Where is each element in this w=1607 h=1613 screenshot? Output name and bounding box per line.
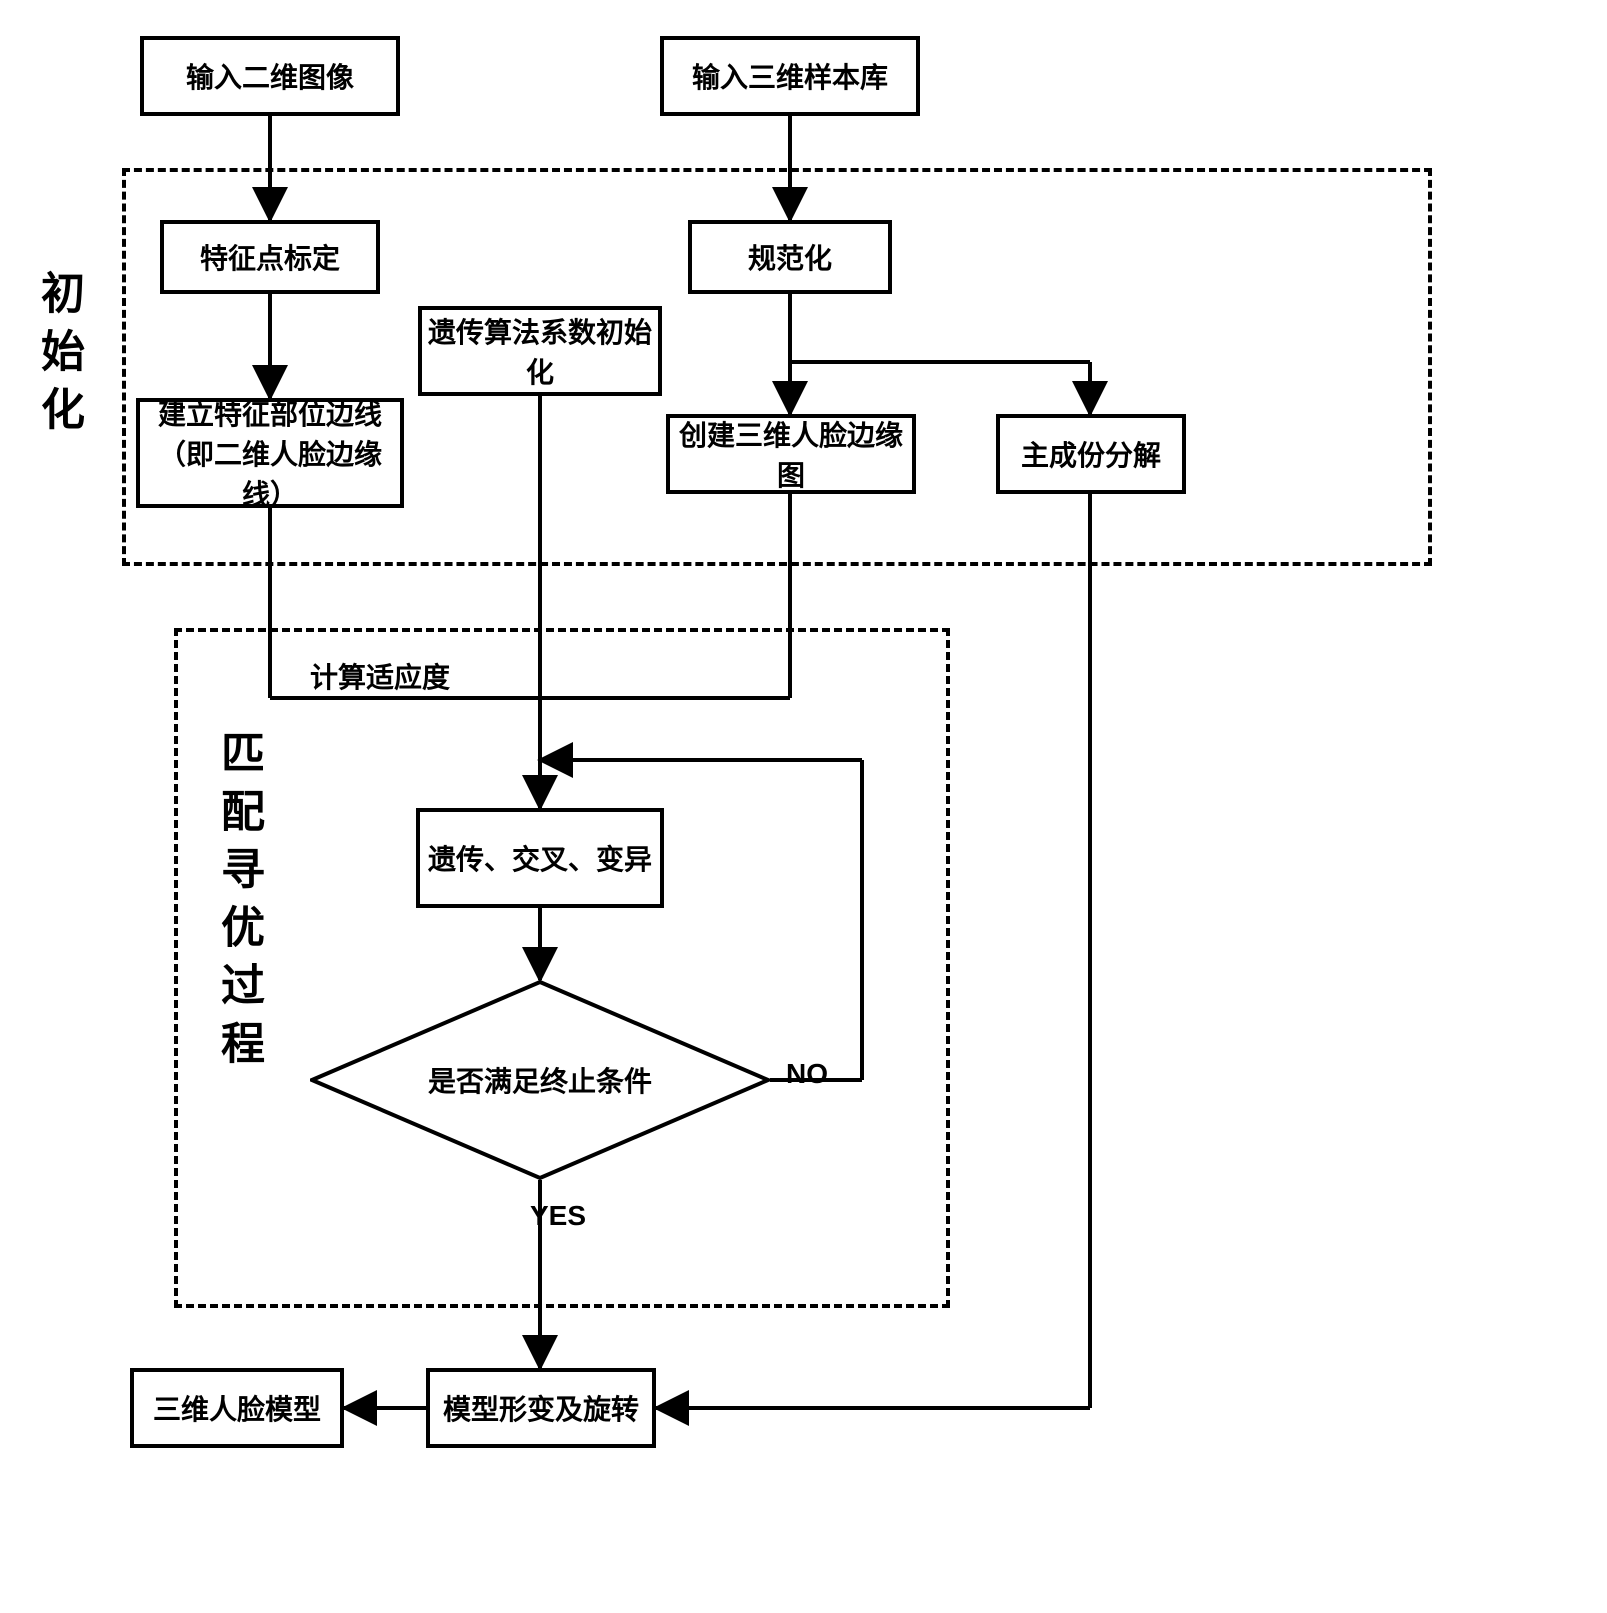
edge-label-yes: YES [530,1200,586,1232]
node-ga-init: 遗传算法系数初始化 [418,306,662,396]
node-build-2d-edges-line2: （即二维人脸边缘线） [146,433,394,513]
node-input-3d-library: 输入三维样本库 [660,36,920,116]
node-build-2d-edges-line1: 建立特征部位边线 [146,393,394,433]
node-feature-calibration: 特征点标定 [160,220,380,294]
node-ga-operations: 遗传、交叉、变异 [416,808,664,908]
node-build-2d-edges: 建立特征部位边线 （即二维人脸边缘线） [136,398,404,508]
node-pca: 主成份分解 [996,414,1186,494]
node-input-2d-image: 输入二维图像 [140,36,400,116]
node-model-deform: 模型形变及旋转 [426,1368,656,1448]
decision-termination-label: 是否满足终止条件 [310,1060,770,1100]
node-normalization: 规范化 [688,220,892,294]
flowchart-canvas: 初始化 匹配寻优过程 输入二维图像 输入三维样本库 特征点标定 规范化 遗传算法… [0,0,1607,1613]
node-build-3d-edges: 创建三维人脸边缘图 [666,414,916,494]
edge-label-no: NO [786,1058,828,1090]
decision-termination: 是否满足终止条件 [310,980,770,1180]
node-3d-face-model: 三维人脸模型 [130,1368,344,1448]
edge-label-fitness: 计算适应度 [310,656,450,696]
